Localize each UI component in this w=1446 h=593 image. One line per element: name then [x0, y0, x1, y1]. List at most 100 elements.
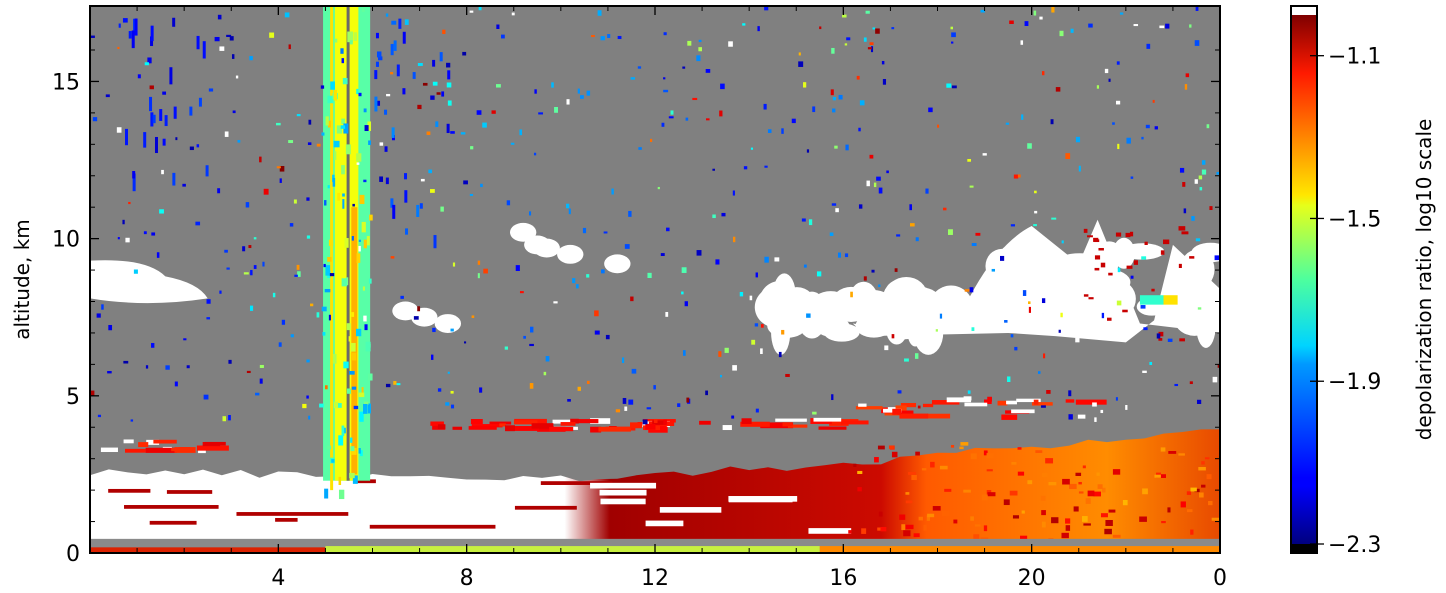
precipitation-pixel [350, 342, 356, 352]
plot-area [90, 6, 1220, 553]
cloud-colored-patch [1139, 295, 1164, 305]
noise-pixel [624, 406, 628, 411]
noise-pixel [865, 10, 870, 14]
noise-pixel [1078, 165, 1081, 172]
noise-pixel [1141, 256, 1147, 260]
noise-pixel [534, 89, 537, 94]
noise-pixel [798, 52, 801, 56]
noise-pixel [431, 354, 434, 360]
noise-pixel [450, 390, 454, 394]
noise-pixel [1041, 71, 1045, 76]
aerosol-speckle [932, 506, 941, 511]
elevated-aerosol-fragment [552, 419, 576, 424]
noise-pixel [428, 169, 433, 174]
noise-pixel [572, 278, 576, 284]
noise-pixel [567, 398, 571, 402]
noise-pixel [743, 166, 748, 170]
noise-pixel [1214, 255, 1220, 261]
noise-pixel [426, 131, 431, 135]
noise-pixel [1075, 337, 1080, 343]
noise-pixel [390, 72, 394, 75]
noise-pixel [663, 89, 669, 93]
noise-pixel [1010, 334, 1014, 338]
noise-pixel [150, 112, 154, 127]
noise-pixel [450, 328, 454, 332]
noise-pixel [150, 36, 154, 47]
noise-pixel [586, 90, 591, 96]
ice-cloud-blob [862, 299, 888, 316]
precipitation-pixel [333, 140, 340, 148]
precipitation-pixel [349, 472, 355, 479]
aerosol-speckle [1154, 474, 1162, 478]
colorbar-gradient [1291, 15, 1317, 544]
aerosol-speckle [891, 451, 898, 458]
noise-pixel [441, 91, 445, 97]
noise-pixel [553, 301, 558, 304]
noise-pixel [846, 37, 851, 41]
noise-pixel [653, 385, 656, 390]
noise-pixel [728, 41, 733, 47]
noise-pixel [1184, 84, 1188, 90]
noise-pixel [275, 122, 281, 126]
noise-pixel [764, 256, 769, 263]
precipitation-pixel [343, 123, 349, 134]
noise-pixel [568, 208, 571, 215]
noise-pixel [1165, 23, 1170, 29]
noise-pixel [249, 305, 254, 311]
aerosol-speckle [1198, 466, 1206, 471]
noise-pixel [803, 82, 807, 88]
aerosol-speckle [1097, 484, 1103, 489]
aerosol-speckle [983, 525, 988, 532]
noise-pixel [721, 212, 726, 217]
noise-pixel [1070, 28, 1074, 33]
noise-pixel [566, 99, 570, 105]
aerosol-speckle [911, 474, 917, 481]
elevated-aerosol-fragment [787, 424, 808, 428]
noise-pixel [1159, 25, 1165, 29]
y-axis-label: altitude, km [10, 219, 34, 340]
aerosol-streak [124, 505, 219, 509]
elevated-aerosol-fragment [124, 448, 146, 453]
aerosol-speckle [903, 530, 911, 537]
aerosol-speckle [963, 489, 971, 493]
aerosol-speckle [1045, 458, 1054, 464]
noise-pixel [597, 10, 602, 16]
noise-pixel [182, 183, 186, 187]
noise-pixel [402, 31, 406, 44]
aerosol-speckle [1104, 528, 1112, 535]
noise-pixel [831, 47, 835, 54]
noise-pixel [1189, 381, 1193, 385]
noise-pixel [538, 112, 544, 115]
noise-pixel [1212, 376, 1218, 383]
elevated-aerosol-fragment [922, 403, 934, 408]
precipitation-pixel [334, 151, 337, 160]
elevated-aerosol-fragment [895, 405, 907, 411]
precipitation-pixel [367, 403, 371, 414]
noise-pixel [642, 419, 648, 425]
noise-pixel [1055, 87, 1061, 92]
noise-pixel [404, 173, 408, 180]
noise-pixel [352, 203, 355, 207]
noise-pixel [742, 23, 746, 26]
noise-pixel [715, 259, 720, 265]
noise-pixel [712, 214, 716, 219]
precipitation-pixel [342, 77, 348, 85]
aerosol-speckle [1108, 509, 1116, 513]
noise-pixel [439, 52, 443, 62]
precipitation-pixel [367, 373, 373, 381]
noise-pixel [400, 295, 404, 299]
aerosol-streak [236, 512, 349, 516]
noise-pixel [396, 383, 401, 386]
axes: 4 8 12 16 20 0 0 5 10 15 altitude, km [10, 5, 1227, 591]
noise-pixel [1020, 40, 1024, 45]
ice-cloud-blob [999, 243, 1041, 266]
aerosol-speckle [874, 457, 879, 463]
noise-pixel [528, 211, 532, 216]
noise-pixel [754, 323, 759, 327]
noise-pixel [1119, 12, 1124, 15]
noise-pixel [228, 415, 231, 421]
noise-pixel [147, 57, 152, 64]
noise-pixel [1043, 353, 1046, 359]
noise-pixel [226, 267, 230, 270]
noise-pixel [288, 140, 294, 144]
